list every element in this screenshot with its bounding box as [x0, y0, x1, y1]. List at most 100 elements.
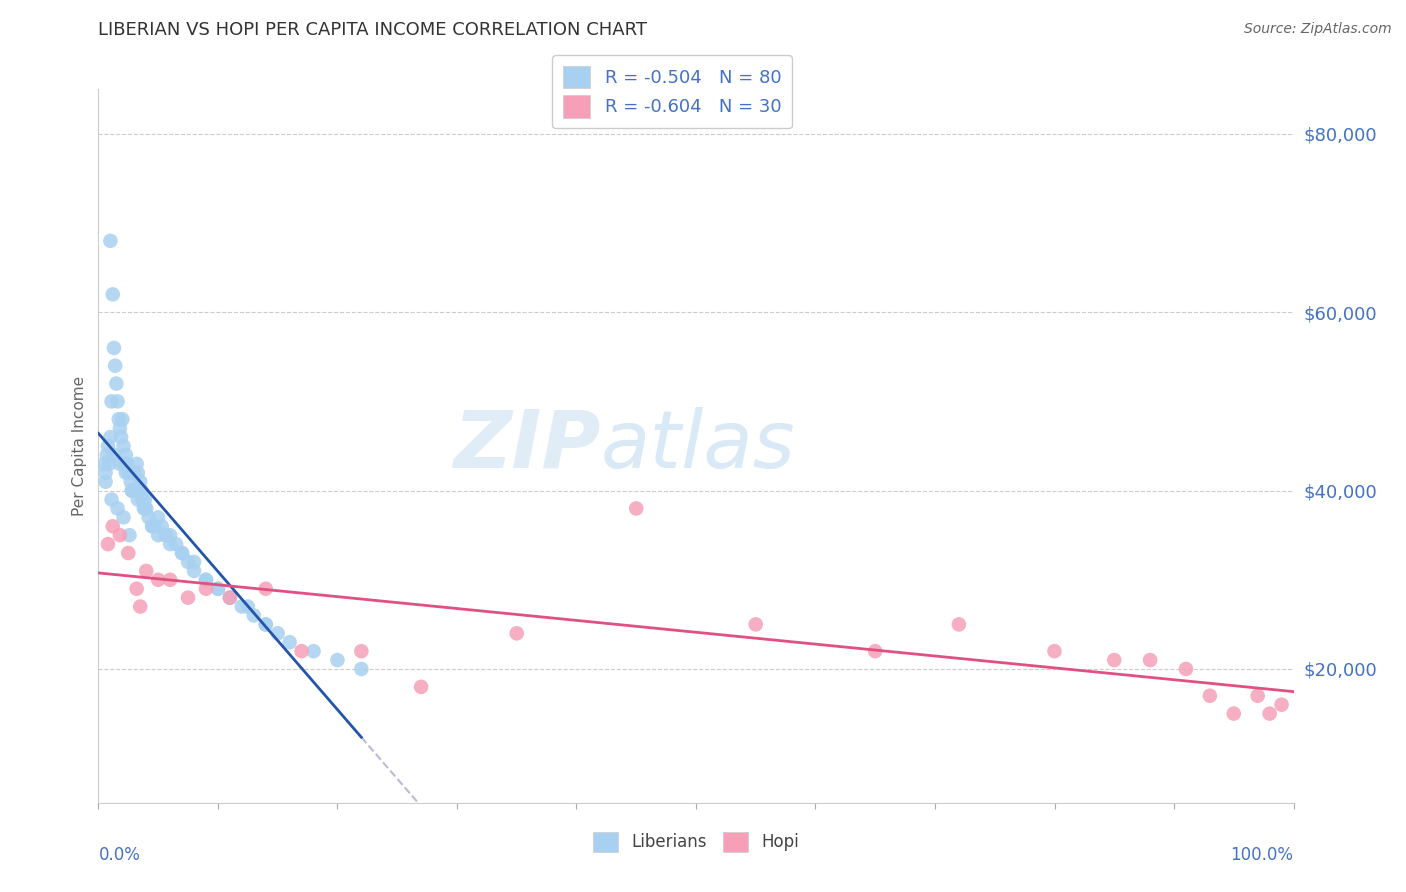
Point	[350, 662, 373, 676]
Point	[148, 510, 170, 524]
Point	[118, 528, 141, 542]
Point	[141, 519, 163, 533]
Point	[183, 555, 205, 569]
Point	[117, 466, 139, 480]
Text: Source: ZipAtlas.com: Source: ZipAtlas.com	[1244, 22, 1392, 37]
Point	[172, 546, 194, 560]
Text: LIBERIAN VS HOPI PER CAPITA INCOME CORRELATION CHART: LIBERIAN VS HOPI PER CAPITA INCOME CORRE…	[98, 21, 647, 39]
Point	[326, 653, 349, 667]
Point	[195, 573, 218, 587]
Point	[177, 591, 200, 605]
Point	[267, 626, 290, 640]
Point	[207, 582, 229, 596]
Point	[104, 359, 127, 373]
Point	[108, 457, 131, 471]
Point	[506, 626, 529, 640]
Point	[125, 582, 148, 596]
Point	[138, 510, 160, 524]
Point	[97, 537, 120, 551]
Text: ZIP: ZIP	[453, 407, 600, 485]
Point	[107, 394, 129, 409]
Point	[124, 466, 146, 480]
Point	[177, 555, 200, 569]
Point	[155, 528, 177, 542]
Point	[132, 501, 155, 516]
Point	[165, 537, 187, 551]
Point	[129, 475, 152, 489]
Point	[148, 573, 170, 587]
Point	[159, 528, 181, 542]
Point	[195, 582, 218, 596]
Y-axis label: Per Capita Income: Per Capita Income	[72, 376, 87, 516]
Point	[172, 546, 194, 560]
Point	[121, 483, 143, 498]
Point	[103, 341, 125, 355]
Point	[148, 528, 170, 542]
Point	[107, 501, 129, 516]
Point	[231, 599, 253, 614]
Point	[94, 475, 117, 489]
Point	[1139, 653, 1161, 667]
Point	[124, 483, 146, 498]
Point	[254, 582, 277, 596]
Point	[1258, 706, 1281, 721]
Point	[134, 501, 156, 516]
Point	[100, 394, 122, 409]
Point	[110, 430, 132, 444]
Point	[865, 644, 887, 658]
Legend: Liberians, Hopi: Liberians, Hopi	[586, 825, 806, 859]
Point	[127, 492, 149, 507]
Point	[1271, 698, 1294, 712]
Text: atlas: atlas	[600, 407, 796, 485]
Point	[134, 492, 156, 507]
Point	[219, 591, 242, 605]
Point	[1175, 662, 1198, 676]
Point	[141, 519, 163, 533]
Point	[1247, 689, 1270, 703]
Point	[96, 448, 118, 462]
Point	[122, 483, 145, 498]
Point	[302, 644, 325, 658]
Point	[101, 287, 124, 301]
Point	[135, 501, 157, 516]
Point	[111, 412, 134, 426]
Point	[350, 644, 373, 658]
Point	[108, 528, 131, 542]
Point	[115, 457, 138, 471]
Point	[1223, 706, 1246, 721]
Point	[131, 483, 153, 498]
Point	[115, 466, 138, 480]
Point	[108, 421, 131, 435]
Point	[100, 492, 122, 507]
Point	[103, 448, 125, 462]
Point	[254, 617, 277, 632]
Point	[135, 564, 157, 578]
Point	[143, 519, 166, 533]
Point	[1104, 653, 1126, 667]
Point	[219, 591, 242, 605]
Text: 100.0%: 100.0%	[1230, 846, 1294, 863]
Text: 0.0%: 0.0%	[98, 846, 141, 863]
Point	[195, 573, 218, 587]
Point	[150, 519, 173, 533]
Point	[159, 537, 181, 551]
Point	[97, 439, 120, 453]
Point	[125, 457, 148, 471]
Point	[243, 608, 266, 623]
Point	[101, 519, 124, 533]
Point	[1043, 644, 1066, 658]
Point	[128, 483, 150, 498]
Point	[93, 457, 115, 471]
Point	[159, 573, 181, 587]
Point	[98, 234, 122, 248]
Point	[745, 617, 768, 632]
Point	[112, 439, 135, 453]
Point	[121, 483, 143, 498]
Point	[115, 448, 138, 462]
Point	[117, 546, 139, 560]
Point	[291, 644, 314, 658]
Point	[183, 564, 205, 578]
Point	[626, 501, 648, 516]
Point	[278, 635, 301, 649]
Point	[118, 466, 141, 480]
